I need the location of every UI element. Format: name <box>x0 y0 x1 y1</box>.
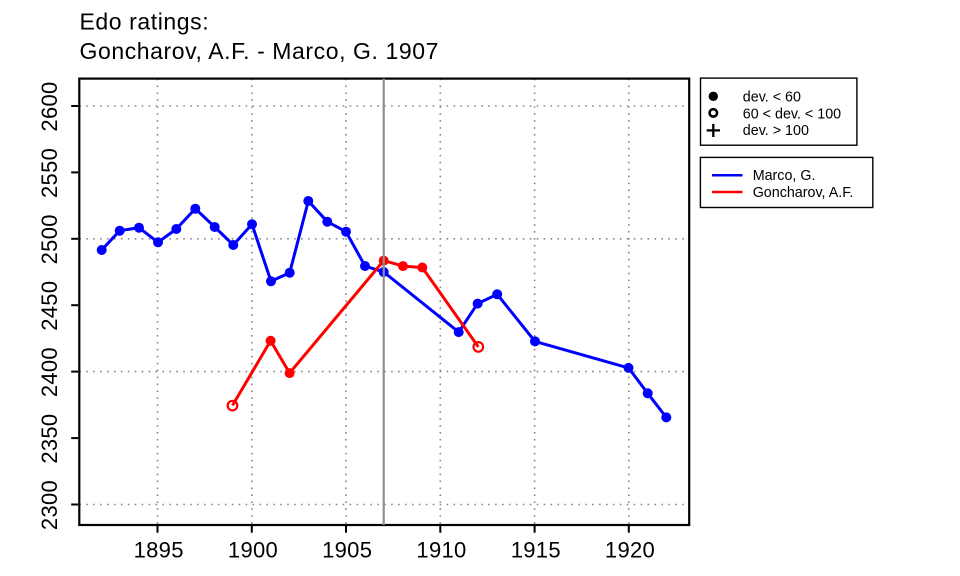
svg-text:1915: 1915 <box>511 538 561 563</box>
svg-text:dev. > 100: dev. > 100 <box>743 123 809 139</box>
svg-text:Goncharov, A.F.: Goncharov, A.F. <box>753 185 854 201</box>
svg-text:1920: 1920 <box>605 538 655 563</box>
svg-text:Goncharov, A.F. - Marco, G. 19: Goncharov, A.F. - Marco, G. 1907 <box>80 38 439 64</box>
svg-text:1895: 1895 <box>134 538 184 563</box>
svg-text:1910: 1910 <box>416 538 466 563</box>
svg-text:60 < dev. < 100: 60 < dev. < 100 <box>743 106 841 122</box>
svg-text:2500: 2500 <box>37 214 62 264</box>
svg-text:2600: 2600 <box>37 81 62 131</box>
svg-text:2400: 2400 <box>37 347 62 397</box>
svg-text:2450: 2450 <box>37 281 62 331</box>
svg-text:dev. < 60: dev. < 60 <box>743 90 801 106</box>
svg-text:2300: 2300 <box>37 480 62 530</box>
svg-text:Edo ratings:: Edo ratings: <box>80 8 210 34</box>
svg-text:2550: 2550 <box>37 148 62 198</box>
svg-text:1900: 1900 <box>228 538 278 563</box>
svg-text:Marco, G.: Marco, G. <box>753 168 816 184</box>
svg-text:2350: 2350 <box>37 414 62 464</box>
svg-text:1905: 1905 <box>322 538 372 563</box>
